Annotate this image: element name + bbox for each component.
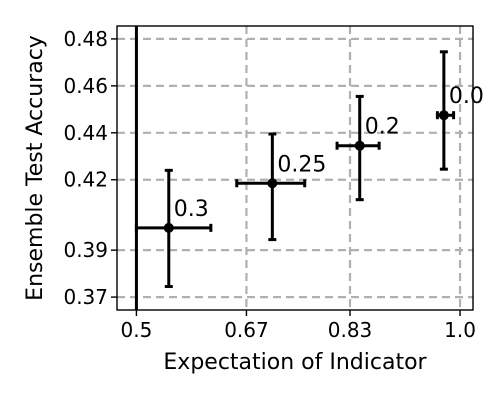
y-tick-label: 0.37 xyxy=(63,285,108,309)
y-tick-label: 0.48 xyxy=(63,27,108,51)
y-tick-label: 0.39 xyxy=(63,238,108,262)
y-tick-label: 0.42 xyxy=(63,168,108,192)
data-label: 0.3 xyxy=(174,197,209,222)
data-label: 0.0 xyxy=(449,84,484,109)
x-tick-label: 1.0 xyxy=(444,318,476,342)
x-axis-label: Expectation of Indicator xyxy=(163,350,427,375)
y-axis-label: Ensemble Test Accuracy xyxy=(23,35,48,301)
plot-frame xyxy=(116,25,474,311)
data-label: 0.2 xyxy=(365,115,400,140)
data-series: 0.3 0.25 0.2 0.0 xyxy=(134,26,484,310)
y-tick-label: 0.44 xyxy=(63,121,108,145)
data-point xyxy=(163,222,174,233)
data-point xyxy=(438,110,449,121)
y-tick-label: 0.46 xyxy=(63,74,108,98)
axis-ticks: 0.5 0.67 0.83 1.0 0.37 0.39 0.42 0.44 0.46 0.48 xyxy=(63,27,475,342)
x-tick-label: 0.83 xyxy=(328,318,373,342)
x-tick-label: 0.67 xyxy=(224,318,269,342)
x-tick-label: 0.5 xyxy=(121,318,153,342)
data-point xyxy=(267,178,278,189)
data-point xyxy=(354,140,365,151)
data-label: 0.25 xyxy=(277,152,326,177)
